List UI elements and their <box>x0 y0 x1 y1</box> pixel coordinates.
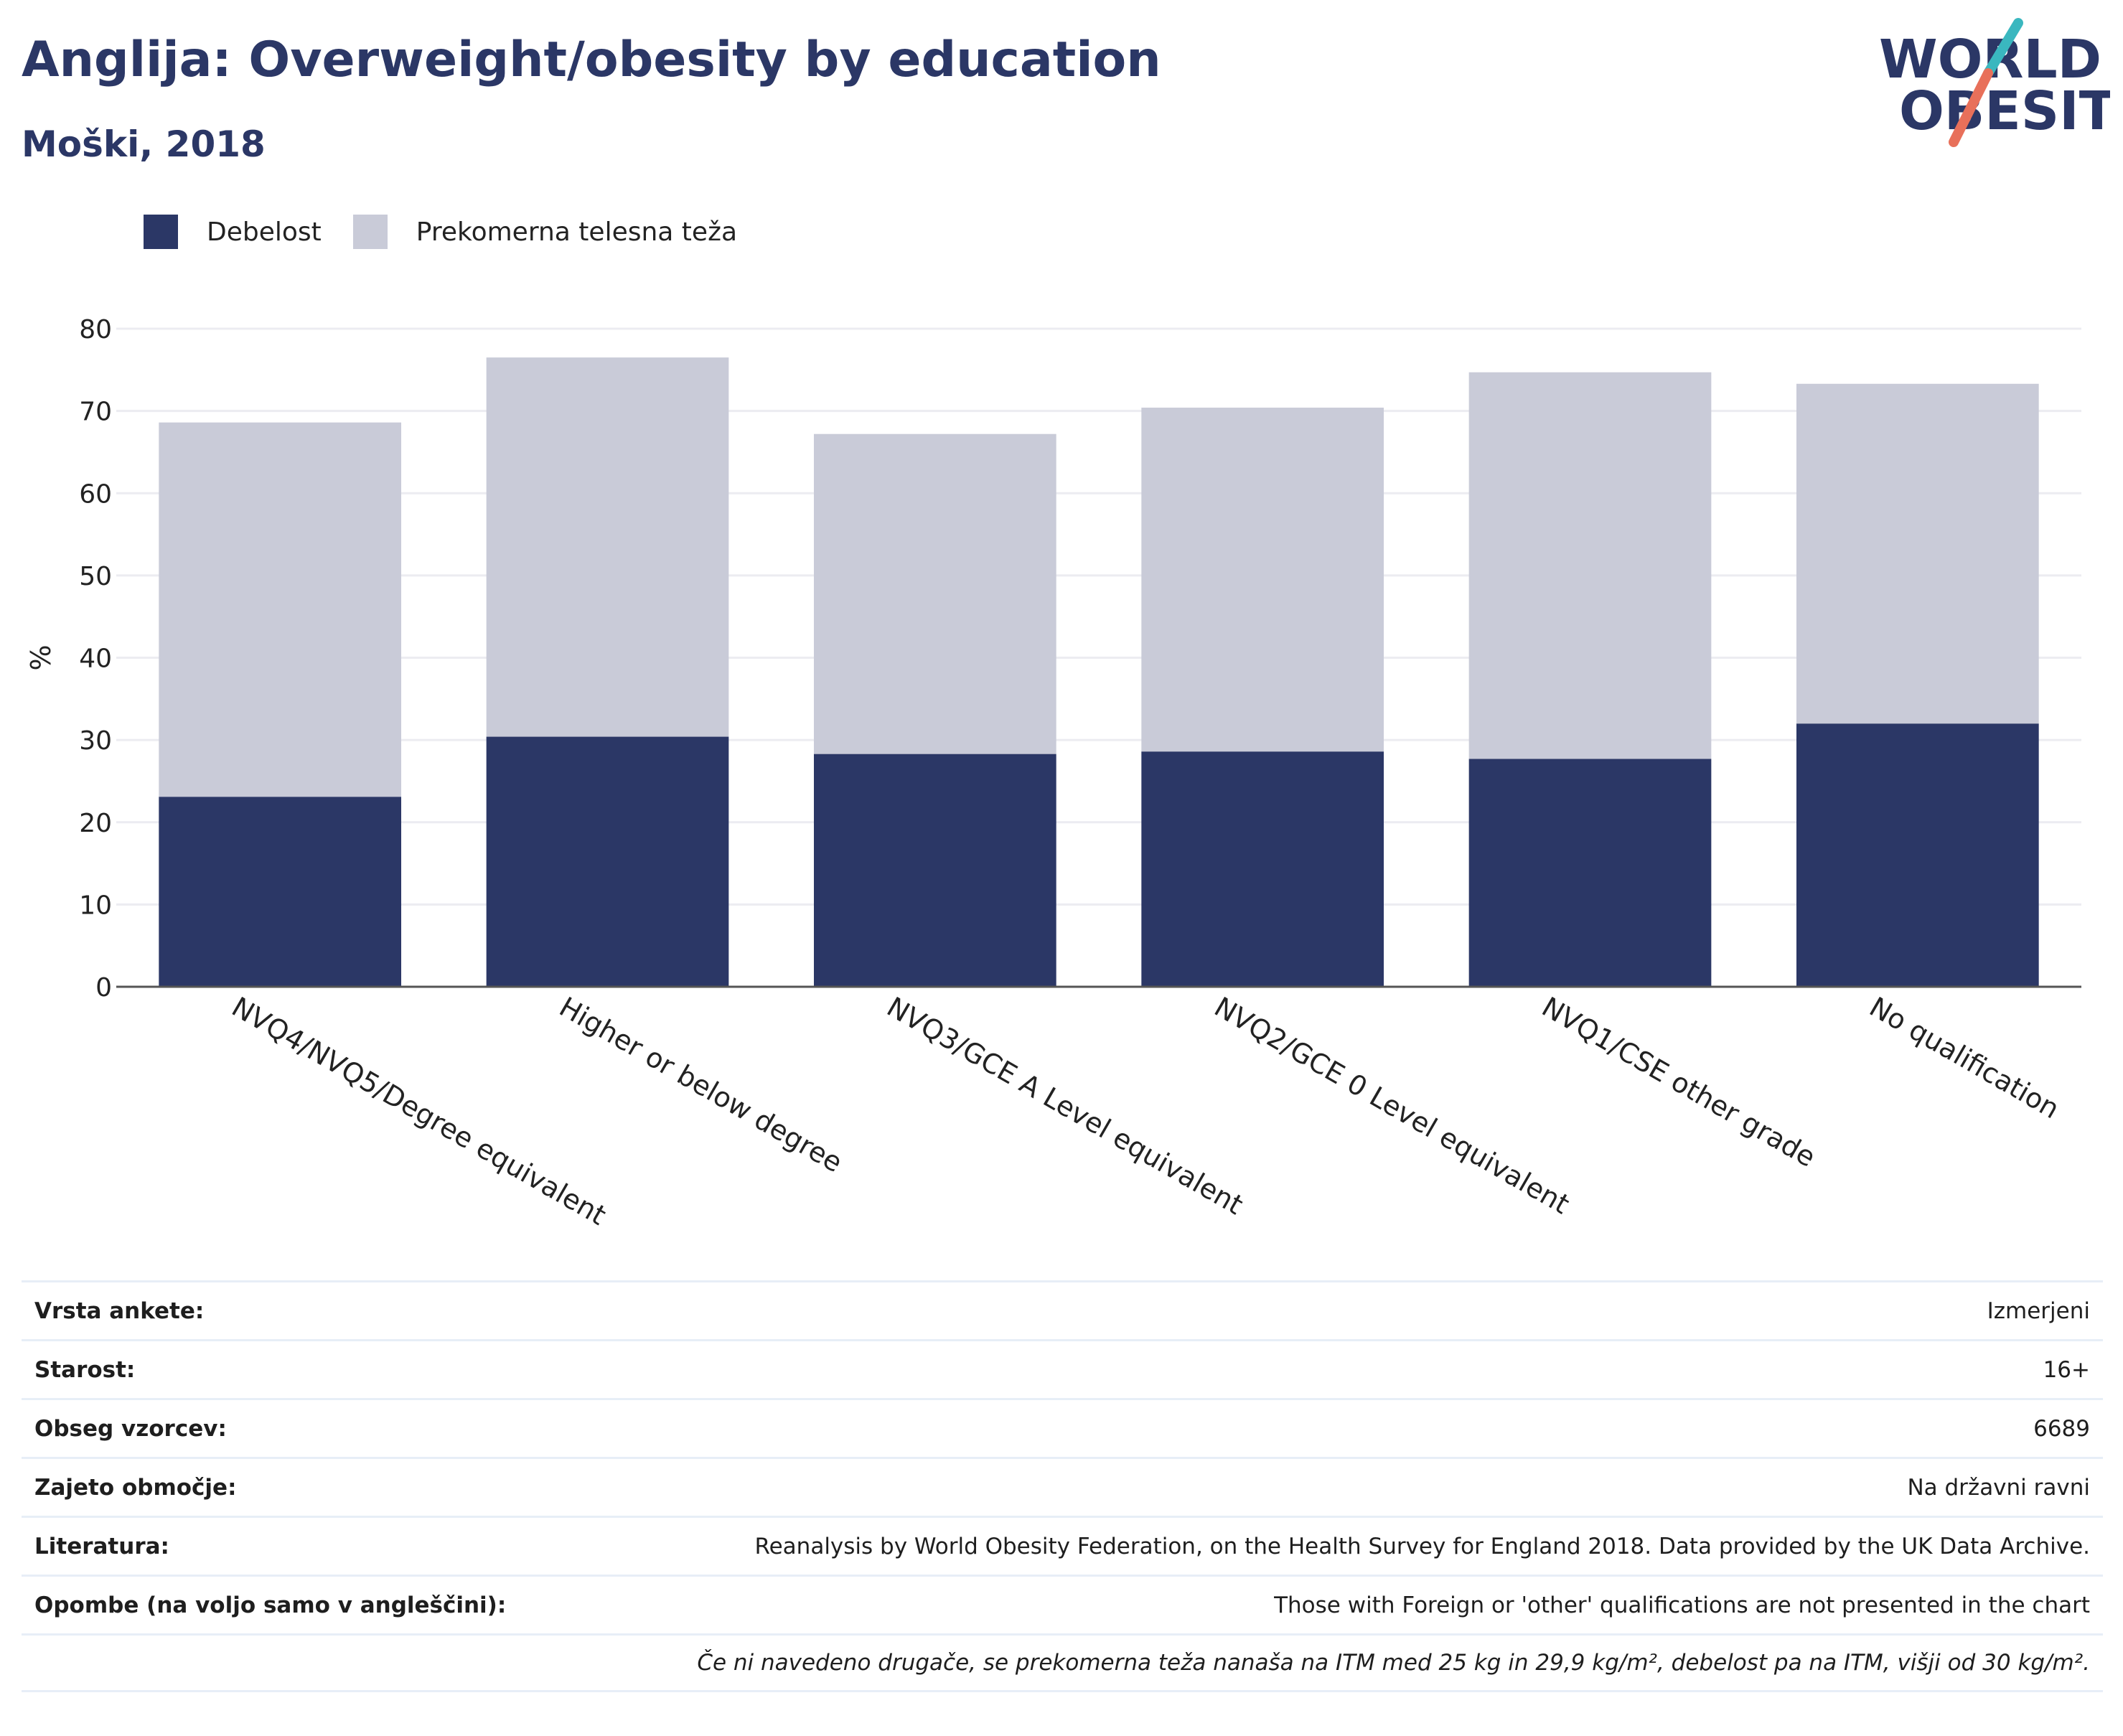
meta-key: Opombe (na voljo samo v angleščini): <box>34 1592 507 1618</box>
world-obesity-logo: WORLD OBESITY <box>1879 18 2110 147</box>
meta-key: Vrsta ankete: <box>34 1298 205 1324</box>
page-title: Anglija: Overweight/obesity by education <box>22 32 1161 88</box>
meta-value: 16+ <box>2043 1356 2090 1383</box>
y-axis-label: % <box>25 644 57 670</box>
meta-value: Those with Foreign or 'other' qualificat… <box>1274 1592 2090 1618</box>
logo-line-1: WORLD <box>1879 29 2101 90</box>
meta-row-sample-size: Obseg vzorcev: 6689 <box>22 1398 2103 1457</box>
x-tick-label: No qualification <box>1864 991 2064 1125</box>
y-tick-label: 10 <box>79 891 112 920</box>
y-tick-label: 60 <box>79 479 112 509</box>
bar-obesity <box>1141 751 1384 987</box>
legend-item-obesity[interactable]: Debelost <box>144 215 322 249</box>
y-tick-label: 0 <box>95 973 112 1003</box>
legend-label-obesity: Debelost <box>207 217 322 247</box>
meta-value: Izmerjeni <box>1987 1298 2090 1324</box>
bar-overweight <box>1796 383 2039 724</box>
meta-footnote: Če ni navedeno drugače, se prekomerna te… <box>22 1633 2103 1692</box>
meta-row-notes: Opombe (na voljo samo v angleščini): Tho… <box>22 1575 2103 1633</box>
bar-chart: 0 10 20 30 40 50 60 70 80% NVQ4/NVQ5/Degree equiv… <box>25 315 2081 1231</box>
bar-overweight <box>159 422 402 797</box>
bar-overweight <box>1468 372 1712 759</box>
bar-overweight <box>486 357 729 737</box>
meta-key: Literatura: <box>34 1533 169 1559</box>
logo-line-2: OBESITY <box>1899 80 2110 142</box>
y-tick-label: 40 <box>79 644 112 674</box>
footnote-text: Če ni navedeno drugače, se prekomerna te… <box>697 1650 2090 1676</box>
survey-info-table: Vrsta ankete: Izmerjeni Starost: 16+ Obs… <box>22 1280 2103 1692</box>
y-tick-label: 80 <box>79 315 112 344</box>
x-tick-label: NVQ3/GCE A Level equivalent <box>881 991 1248 1221</box>
meta-row-age: Starost: 16+ <box>22 1339 2103 1398</box>
meta-key: Obseg vzorcev: <box>34 1415 227 1442</box>
meta-key: Zajeto območje: <box>34 1474 237 1501</box>
bar-obesity <box>813 754 1056 987</box>
bar-overweight <box>813 433 1056 754</box>
meta-value: 6689 <box>2033 1415 2090 1442</box>
bar-obesity <box>486 736 729 987</box>
y-tick-label: 20 <box>79 809 112 838</box>
y-tick-label: 50 <box>79 562 112 591</box>
x-tick-label: NVQ1/CSE other grade <box>1537 991 1821 1173</box>
bar-obesity <box>159 797 402 987</box>
bar-obesity <box>1796 723 2039 987</box>
logo-slash-bottom <box>1949 68 1993 147</box>
bar-obesity <box>1468 759 1712 987</box>
x-tick-label: Higher or below degree <box>554 991 848 1179</box>
logo-slash-top <box>1983 18 2023 78</box>
bar-overweight <box>1141 408 1384 752</box>
y-tick-label: 70 <box>79 398 112 427</box>
legend-item-overweight[interactable]: Prekomerna telesna teža <box>352 215 738 249</box>
meta-row-references: Literatura: Reanalysis by World Obesity … <box>22 1516 2103 1575</box>
legend-label-overweight: Prekomerna telesna teža <box>416 217 738 247</box>
meta-value: Reanalysis by World Obesity Federation, … <box>754 1533 2090 1559</box>
y-tick-label: 30 <box>79 726 112 756</box>
meta-row-coverage: Zajeto območje: Na državni ravni <box>22 1457 2103 1516</box>
chart-legend: Debelost Prekomerna telesna teža <box>144 212 769 251</box>
meta-value: Na državni ravni <box>1907 1474 2090 1501</box>
legend-swatch-overweight <box>352 215 388 249</box>
x-tick-label: NVQ4/NVQ5/Degree equivalent <box>227 991 611 1231</box>
meta-key: Starost: <box>34 1356 136 1383</box>
meta-row-survey-type: Vrsta ankete: Izmerjeni <box>22 1280 2103 1339</box>
page-subtitle: Moški, 2018 <box>22 123 266 165</box>
x-tick-label: NVQ2/GCE 0 Level equivalent <box>1209 991 1575 1221</box>
legend-swatch-obesity <box>144 215 178 249</box>
